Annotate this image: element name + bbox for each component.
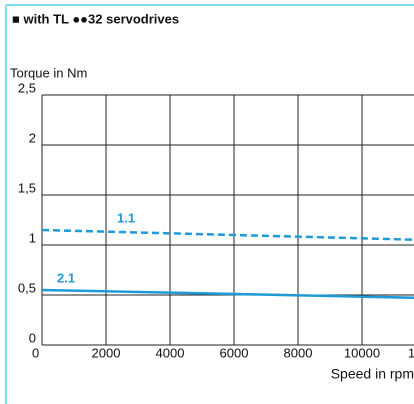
y-tick-label: 0,5 [18,280,36,295]
x-tick-label: 6000 [220,345,249,360]
x-tick-label: 10000 [344,345,380,360]
x-tick-label: 8000 [284,345,313,360]
y-tick-label: 2 [29,130,36,145]
series-line [41,288,414,300]
x-axis-label: Speed in rpm [331,366,414,382]
x-tick-label: 0 [32,345,39,360]
x-tick-label: 2000 [92,345,121,360]
y-tick-label: 2,5 [18,80,36,95]
y-tick-label: 1,5 [18,180,36,195]
series-label: 1.1 [117,210,135,225]
x-tick-label: 12000 [408,345,414,360]
y-tick-label: 1 [29,230,36,245]
x-tick-label: 4000 [156,345,185,360]
chart-title: ■ with TL ●●32 servodrives [12,11,179,26]
y-tick-label: 0 [29,330,36,345]
series-label: 2.1 [57,270,75,285]
y-axis-label: Torque in Nm [10,65,87,80]
series-line [41,228,414,241]
